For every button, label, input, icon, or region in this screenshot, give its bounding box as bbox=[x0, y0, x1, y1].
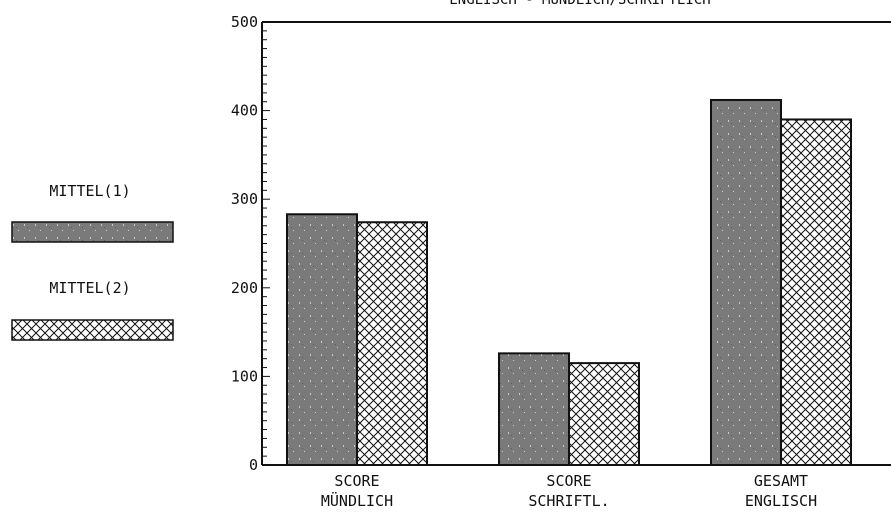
bar-2-1 bbox=[356, 221, 428, 466]
legend-swatch bbox=[11, 221, 174, 243]
bar-1-2 bbox=[498, 352, 570, 467]
chart-title: ENGLISCH - MÜNDLICH/SCHRIFTLICH bbox=[449, 0, 710, 8]
y-tick-label: 300 bbox=[231, 190, 258, 208]
y-tick-label: 0 bbox=[249, 456, 258, 474]
y-tick-label: 100 bbox=[231, 367, 258, 385]
y-tick-label: 200 bbox=[231, 279, 258, 297]
x-tick-label: ENGLISCH bbox=[745, 492, 817, 510]
legend-label: MITTEL(1) bbox=[49, 182, 130, 200]
legend-swatch bbox=[11, 319, 174, 341]
x-tick-label: SCHRIFTL. bbox=[528, 492, 609, 510]
x-tick-label: GESAMT bbox=[754, 472, 808, 490]
bar-2-3 bbox=[780, 118, 852, 467]
x-tick-label: SCORE bbox=[334, 472, 379, 490]
legend: MITTEL(1) MITTEL(2) bbox=[11, 182, 174, 341]
bar-1-3 bbox=[710, 98, 782, 467]
bars bbox=[286, 98, 852, 467]
x-tick-label: MÜNDLICH bbox=[321, 491, 393, 510]
bar-2-2 bbox=[568, 362, 640, 466]
y-tick-label: 500 bbox=[231, 13, 258, 31]
legend-label: MITTEL(2) bbox=[49, 279, 130, 297]
x-tick-label: SCORE bbox=[546, 472, 591, 490]
x-tick-labels: SCOREMÜNDLICHSCORESCHRIFTL.GESAMTENGLISC… bbox=[321, 472, 817, 510]
bar-1-1 bbox=[286, 213, 358, 466]
y-tick-label: 400 bbox=[231, 102, 258, 120]
